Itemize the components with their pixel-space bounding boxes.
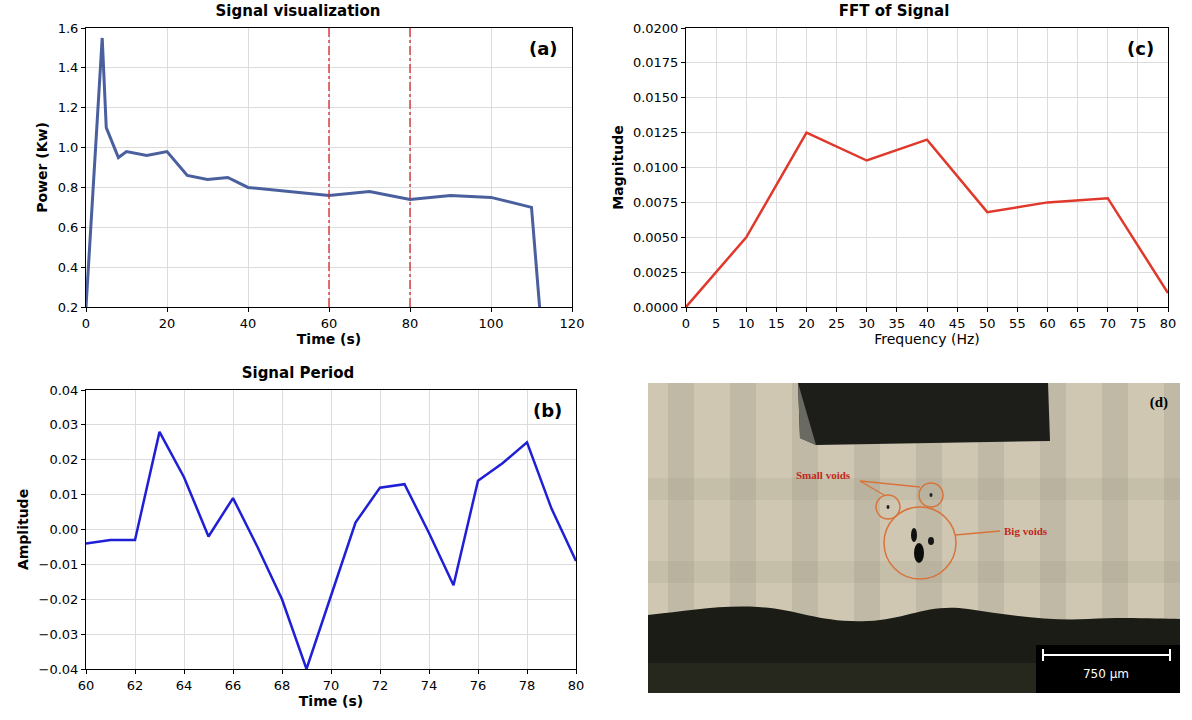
svg-text:74: 74: [421, 678, 438, 693]
svg-text:40: 40: [919, 316, 936, 331]
svg-text:100: 100: [479, 316, 504, 331]
svg-text:−0.03: −0.03: [39, 627, 79, 642]
svg-text:65: 65: [1069, 316, 1086, 331]
svg-text:80: 80: [402, 316, 419, 331]
svg-text:62: 62: [127, 678, 144, 693]
svg-text:(c): (c): [1127, 38, 1154, 59]
svg-text:0.0125: 0.0125: [633, 125, 679, 140]
svg-text:Frequency (Hz): Frequency (Hz): [874, 331, 980, 347]
svg-text:Amplitude: Amplitude: [15, 489, 31, 570]
svg-text:0.04: 0.04: [49, 383, 78, 398]
svg-text:1.6: 1.6: [58, 21, 79, 36]
svg-text:0.02: 0.02: [49, 452, 78, 467]
svg-text:0.0050: 0.0050: [633, 230, 679, 245]
svg-text:78: 78: [519, 678, 536, 693]
svg-text:76: 76: [470, 678, 487, 693]
svg-text:−0.02: −0.02: [39, 592, 79, 607]
svg-text:60: 60: [78, 678, 95, 693]
svg-text:0: 0: [682, 316, 690, 331]
svg-text:0.0150: 0.0150: [633, 90, 679, 105]
svg-text:0.00: 0.00: [49, 522, 78, 537]
svg-text:72: 72: [372, 678, 389, 693]
svg-text:60: 60: [1039, 316, 1056, 331]
svg-text:0.6: 0.6: [58, 220, 79, 235]
svg-text:1.2: 1.2: [58, 100, 79, 115]
svg-text:0.0200: 0.0200: [633, 21, 679, 36]
svg-text:0.0075: 0.0075: [633, 195, 679, 210]
svg-text:60: 60: [321, 316, 338, 331]
svg-text:(d): (d): [1150, 394, 1168, 411]
svg-text:0.8: 0.8: [58, 180, 79, 195]
svg-text:0.0025: 0.0025: [633, 265, 679, 280]
svg-text:FFT of Signal: FFT of Signal: [839, 2, 950, 20]
svg-text:0.03: 0.03: [49, 417, 78, 432]
svg-text:Signal visualization: Signal visualization: [216, 2, 381, 20]
svg-text:66: 66: [225, 678, 242, 693]
svg-text:75: 75: [1130, 316, 1147, 331]
svg-text:80: 80: [568, 678, 585, 693]
svg-text:0.0100: 0.0100: [633, 160, 679, 175]
svg-text:20: 20: [159, 316, 176, 331]
svg-text:1.0: 1.0: [58, 140, 79, 155]
svg-text:Big voids: Big voids: [1004, 525, 1048, 537]
svg-text:Small voids: Small voids: [796, 469, 851, 481]
svg-text:−0.04: −0.04: [39, 662, 79, 677]
svg-text:(b): (b): [533, 400, 562, 421]
svg-text:0: 0: [82, 316, 90, 331]
svg-text:55: 55: [1009, 316, 1026, 331]
svg-text:35: 35: [889, 316, 906, 331]
svg-text:0.4: 0.4: [58, 260, 79, 275]
svg-text:Time (s): Time (s): [297, 331, 361, 347]
svg-text:70: 70: [323, 678, 340, 693]
svg-text:0.2: 0.2: [58, 300, 79, 315]
svg-text:Power (Kw): Power (Kw): [34, 122, 50, 213]
svg-text:40: 40: [240, 316, 257, 331]
svg-text:50: 50: [979, 316, 996, 331]
svg-text:0.01: 0.01: [49, 487, 78, 502]
svg-text:750 µm: 750 µm: [1083, 667, 1129, 681]
svg-text:0.0175: 0.0175: [633, 55, 679, 70]
svg-text:Magnitude: Magnitude: [610, 125, 626, 209]
svg-text:15: 15: [768, 316, 785, 331]
svg-text:30: 30: [858, 316, 875, 331]
svg-text:64: 64: [176, 678, 193, 693]
svg-text:80: 80: [1160, 316, 1177, 331]
svg-text:25: 25: [828, 316, 845, 331]
svg-text:70: 70: [1099, 316, 1116, 331]
svg-text:20: 20: [798, 316, 815, 331]
svg-text:68: 68: [274, 678, 291, 693]
svg-text:10: 10: [738, 316, 755, 331]
svg-text:(a): (a): [529, 38, 558, 59]
svg-text:−0.01: −0.01: [39, 557, 79, 572]
svg-text:Time (s): Time (s): [299, 693, 363, 709]
svg-text:45: 45: [949, 316, 966, 331]
svg-text:120: 120: [560, 316, 585, 331]
svg-text:1.4: 1.4: [58, 60, 79, 75]
svg-text:0.0000: 0.0000: [633, 300, 679, 315]
svg-text:5: 5: [712, 316, 720, 331]
svg-text:Signal Period: Signal Period: [242, 364, 355, 382]
